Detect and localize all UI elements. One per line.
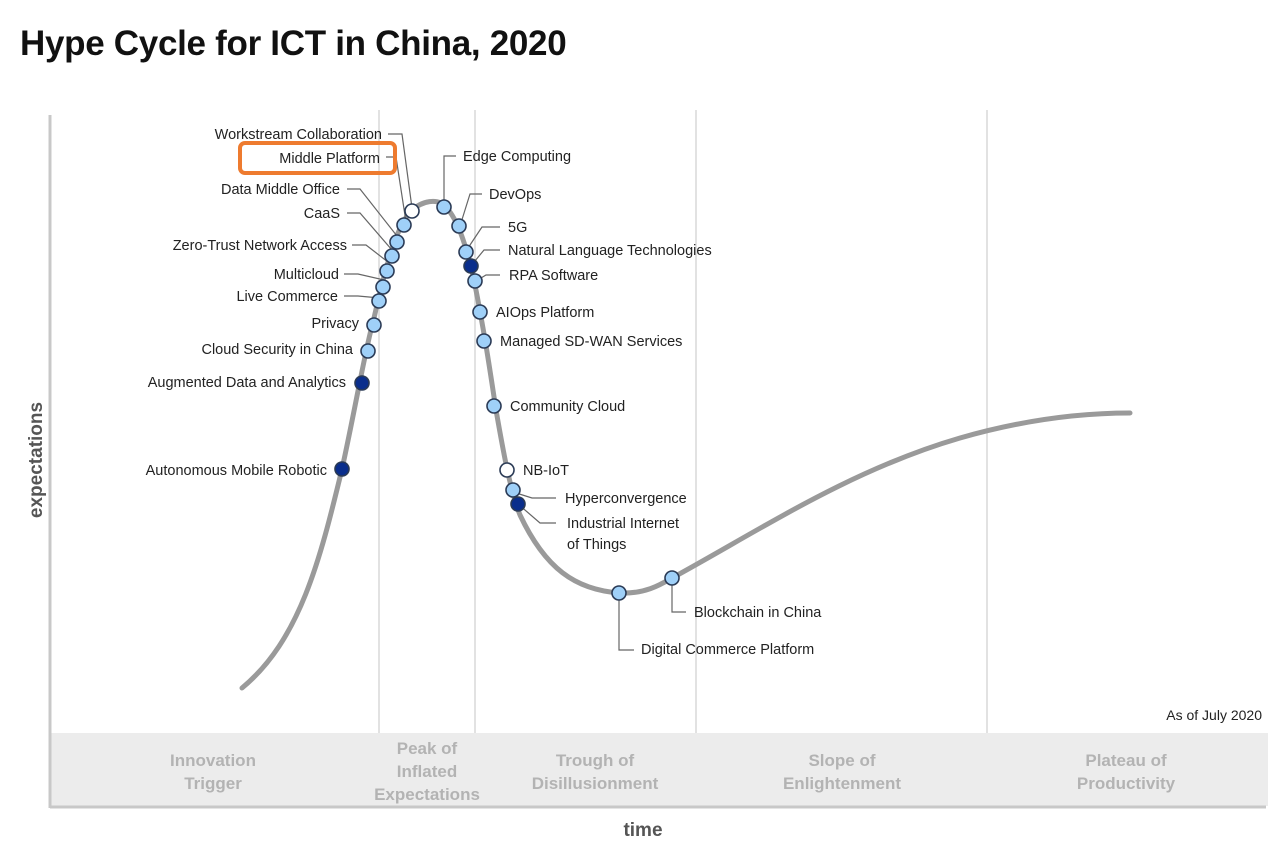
label-blockchain-china: Blockchain in China — [694, 605, 822, 621]
label-managed-sd-wan: Managed SD-WAN Services — [500, 334, 682, 350]
label-digital-commerce: Digital Commerce Platform — [641, 642, 814, 658]
label-augmented-data: Augmented Data and Analytics — [148, 375, 346, 391]
point-caas[interactable] — [384, 248, 400, 264]
label-live-commerce: Live Commerce — [236, 289, 338, 305]
data-points — [334, 199, 680, 601]
label-iiot-line1: Industrial Internet — [567, 516, 679, 532]
point-live-commerce[interactable] — [371, 293, 387, 309]
label-rpa-software: RPA Software — [509, 268, 598, 284]
phase-trough-line2: Disillusionment — [532, 774, 659, 793]
label-devops: DevOps — [489, 187, 541, 203]
phase-peak-line3: Expectations — [374, 785, 480, 804]
point-community-cloud[interactable] — [486, 398, 502, 414]
point-autonomous-mobile-robotic[interactable] — [334, 461, 350, 477]
point-augmented-data-analytics[interactable] — [354, 375, 370, 391]
label-zero-trust: Zero-Trust Network Access — [173, 238, 347, 254]
point-workstream-collaboration[interactable] — [404, 203, 420, 219]
point-data-middle-office[interactable] — [389, 234, 405, 250]
label-cloud-security: Cloud Security in China — [201, 342, 353, 358]
label-community-cloud: Community Cloud — [510, 399, 625, 415]
highlight-box-middle-platform — [238, 141, 397, 175]
phase-dividers — [378, 110, 988, 733]
left-labels: Workstream Collaboration Middle Platform… — [146, 127, 382, 479]
point-multicloud[interactable] — [375, 279, 391, 295]
point-natural-language-tech[interactable] — [463, 258, 479, 274]
label-edge-computing: Edge Computing — [463, 149, 571, 165]
phase-slope-line2: Enlightenment — [783, 774, 901, 793]
point-aiops-platform[interactable] — [472, 304, 488, 320]
point-rpa-software[interactable] — [467, 273, 483, 289]
x-axis-title: time — [623, 820, 662, 841]
label-caas: CaaS — [304, 206, 340, 222]
point-industrial-iot[interactable] — [510, 496, 526, 512]
label-middle-platform: Middle Platform — [279, 151, 380, 167]
label-data-middle-office: Data Middle Office — [221, 182, 340, 198]
label-autonomous-robotic: Autonomous Mobile Robotic — [146, 463, 327, 479]
label-iiot-line2: of Things — [567, 537, 626, 553]
point-middle-platform[interactable] — [396, 217, 412, 233]
phase-peak-line1: Peak of — [397, 739, 458, 758]
hype-curve — [239, 198, 1133, 691]
phase-plateau-line2: Productivity — [1077, 774, 1176, 793]
phase-band — [50, 733, 1268, 806]
phase-slope-line1: Slope of — [808, 751, 875, 770]
point-managed-sd-wan[interactable] — [476, 333, 492, 349]
point-blockchain-china[interactable] — [664, 570, 680, 586]
right-labels: Edge Computing DevOps 5G Natural Languag… — [463, 149, 822, 658]
label-privacy: Privacy — [311, 316, 359, 332]
label-aiops-platform: AIOps Platform — [496, 305, 594, 321]
point-5g[interactable] — [458, 244, 474, 260]
phase-plateau-line1: Plateau of — [1085, 751, 1167, 770]
label-natural-language-tech: Natural Language Technologies — [508, 243, 712, 259]
phase-labels: Innovation Trigger Peak of Inflated Expe… — [170, 739, 1176, 804]
point-privacy[interactable] — [366, 317, 382, 333]
label-multicloud: Multicloud — [274, 267, 339, 283]
leader-lines — [344, 133, 686, 651]
point-edge-computing[interactable] — [436, 199, 452, 215]
phase-innovation-line2: Trigger — [184, 774, 242, 793]
y-axis-title: expectations — [26, 402, 47, 518]
as-of-note: As of July 2020 — [1166, 707, 1262, 723]
label-workstream-collaboration: Workstream Collaboration — [215, 127, 382, 143]
label-5g: 5G — [508, 220, 527, 236]
point-devops[interactable] — [451, 218, 467, 234]
phase-trough-line1: Trough of — [556, 751, 635, 770]
label-nb-iot: NB-IoT — [523, 463, 569, 479]
point-nb-iot[interactable] — [499, 462, 515, 478]
point-zero-trust[interactable] — [379, 263, 395, 279]
label-hyperconvergence: Hyperconvergence — [565, 491, 687, 507]
point-digital-commerce-platform[interactable] — [611, 585, 627, 601]
chart-title: Hype Cycle for ICT in China, 2020 — [20, 24, 567, 63]
phase-innovation-line1: Innovation — [170, 751, 256, 770]
point-hyperconvergence[interactable] — [505, 482, 521, 498]
point-cloud-security-china[interactable] — [360, 343, 376, 359]
phase-peak-line2: Inflated — [397, 762, 457, 781]
